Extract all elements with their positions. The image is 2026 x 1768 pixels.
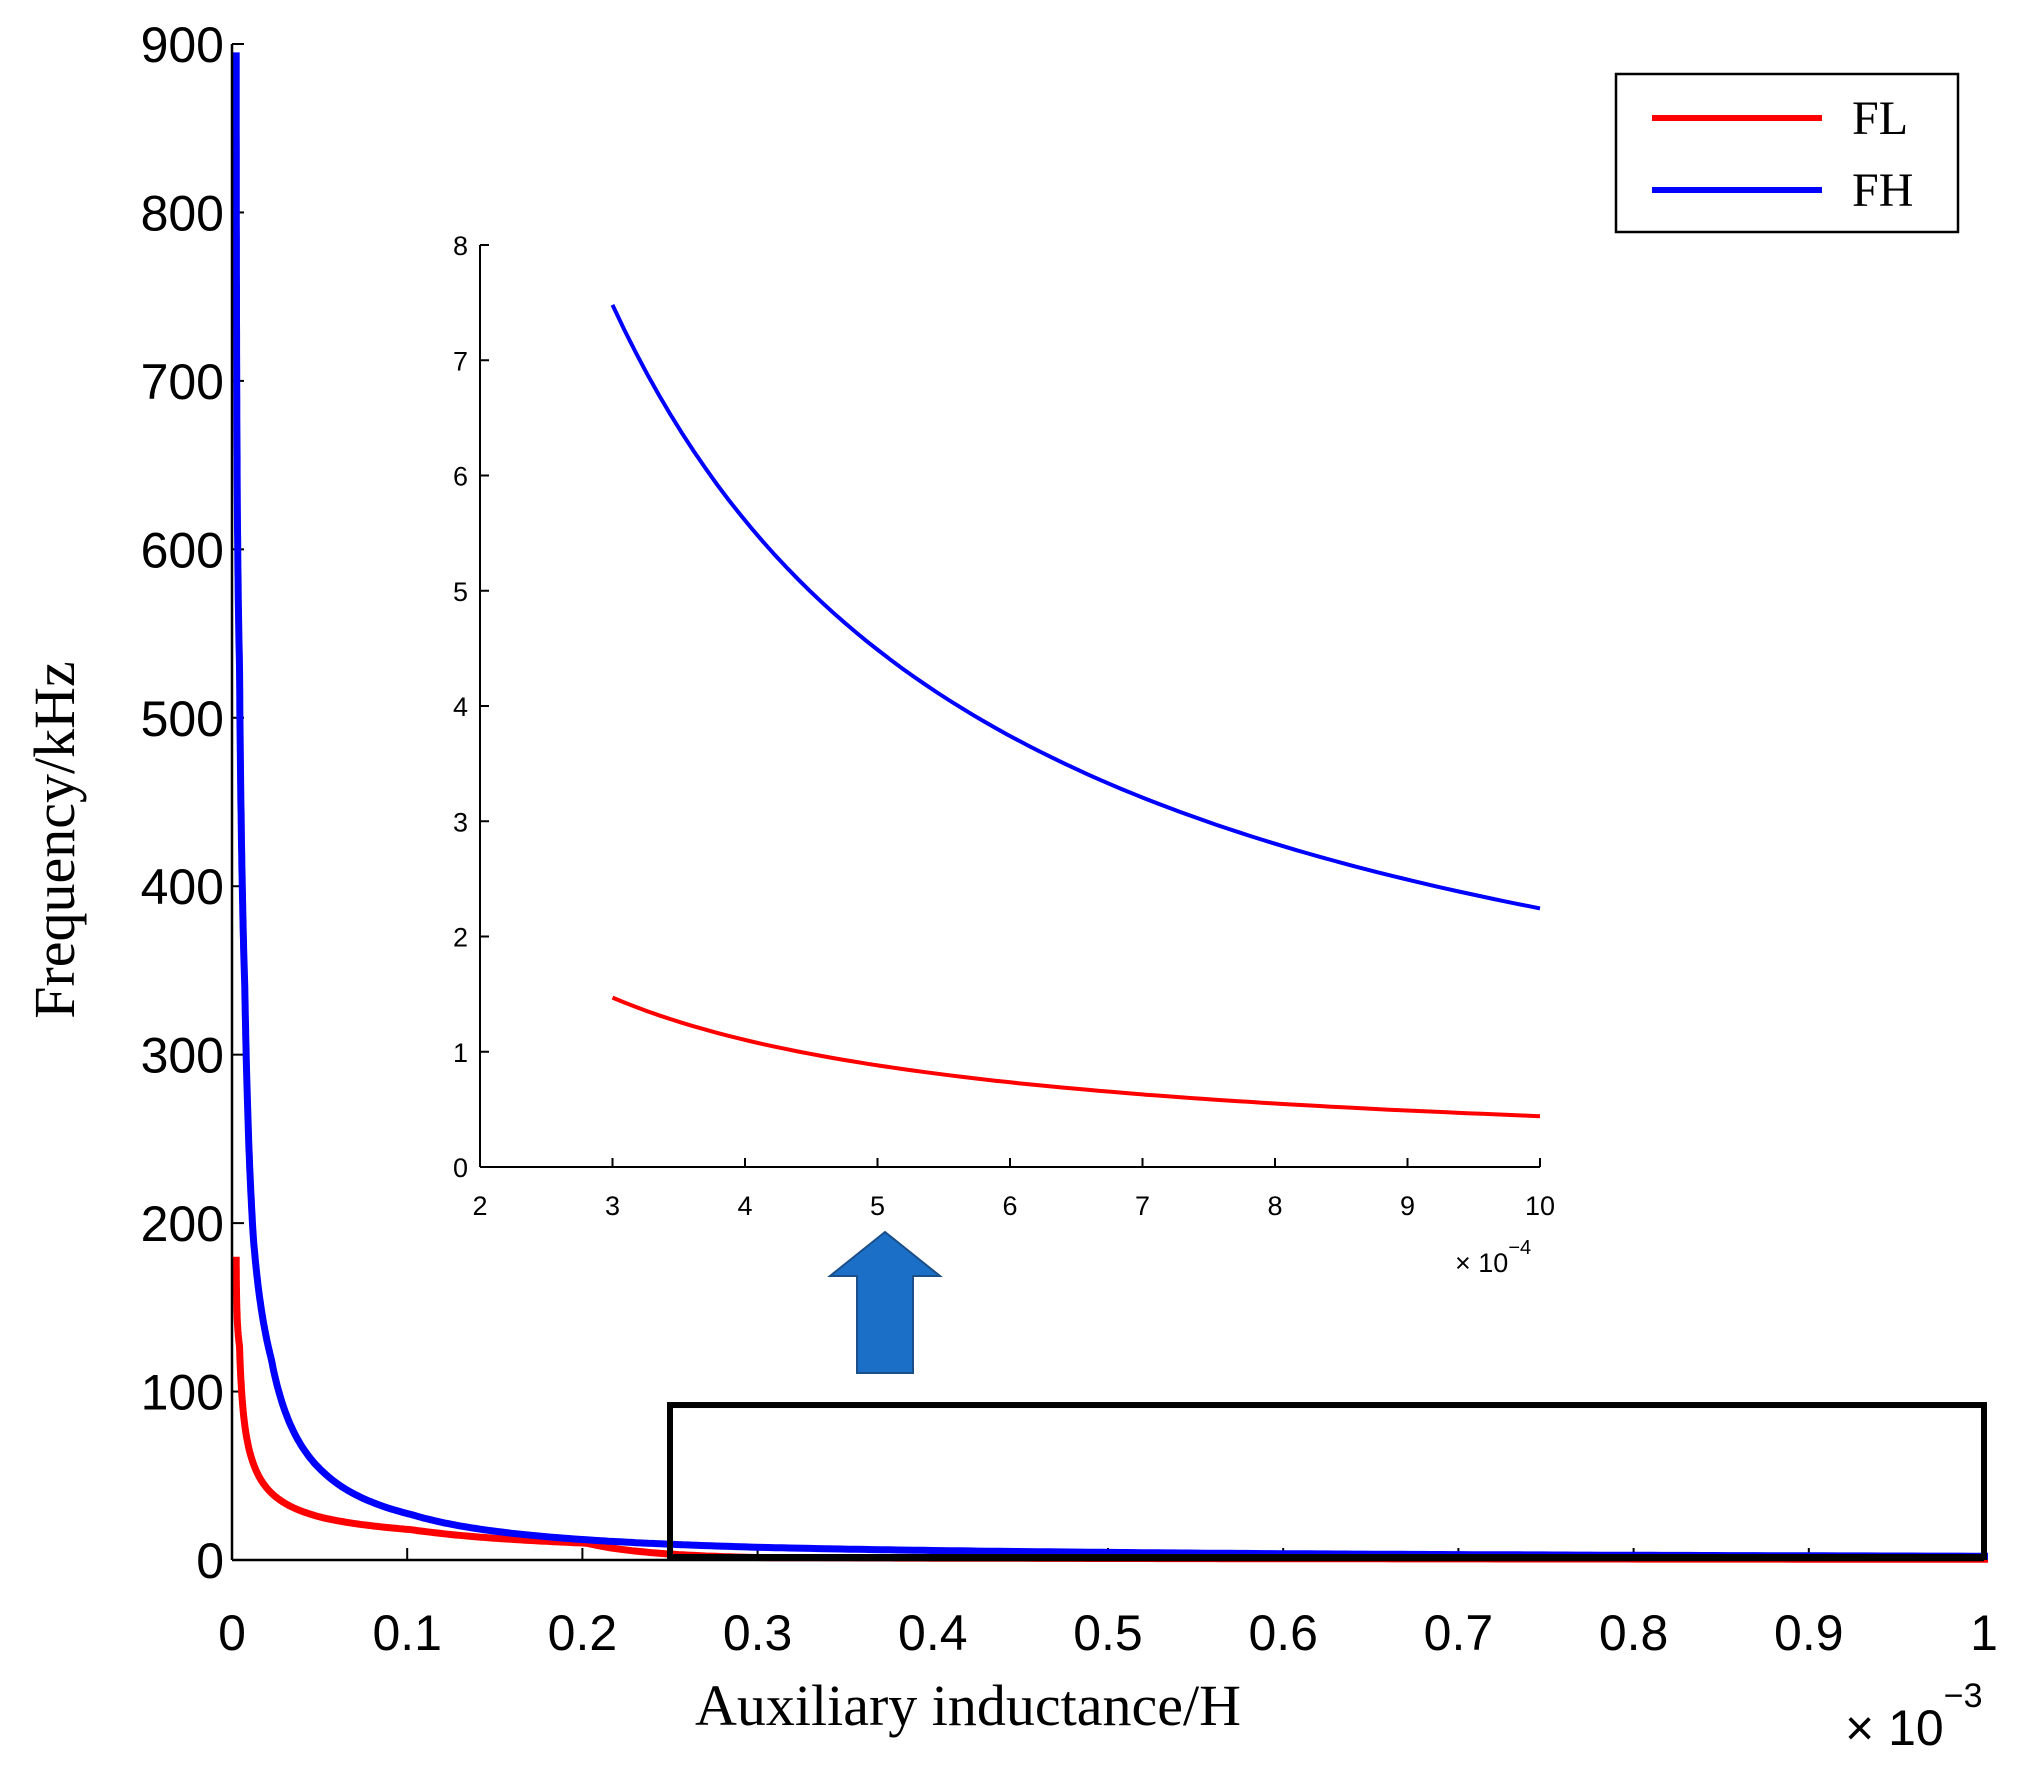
inset-series-fh-line	[610, 304, 1541, 911]
y-tick-label: 600	[141, 522, 224, 578]
legend: FL FH	[1614, 72, 1960, 234]
inset-x-exponent: −4	[1508, 1237, 1531, 1259]
x-tick-label: 0.7	[1424, 1605, 1494, 1661]
x-tick-label: 0.1	[372, 1605, 442, 1661]
y-tick-label: 400	[141, 859, 224, 915]
x-tick-label: 0.9	[1774, 1605, 1844, 1661]
inset-series-fl-line	[611, 995, 1541, 1119]
inset-y-tick-label: 7	[453, 346, 468, 376]
inset-y-tick-label: 1	[453, 1038, 468, 1068]
inset-x-tick-label: 2	[472, 1191, 487, 1221]
inset-y-tick-label: 5	[453, 577, 468, 607]
inset-x-tick-label: 5	[870, 1191, 885, 1221]
inset-y-tick-label: 6	[453, 462, 468, 492]
x-tick-label: 1	[1970, 1605, 1998, 1661]
y-tick-label: 700	[141, 354, 224, 410]
inset-x-tick-label: 9	[1400, 1191, 1415, 1221]
zoom-box	[667, 1402, 1987, 1561]
inset-y-tick-label: 2	[453, 923, 468, 953]
series-fh-line	[232, 52, 1988, 1560]
y-tick-label: 200	[141, 1196, 224, 1252]
y-tick-label: 100	[141, 1365, 224, 1421]
inset-y-tick-label: 0	[453, 1153, 468, 1183]
legend-fl-label: FL	[1852, 92, 1908, 145]
y-tick-label: 500	[141, 691, 224, 747]
y-tick-label: 900	[141, 17, 224, 73]
inset-x-multiplier: × 10−4	[1455, 1237, 1531, 1278]
inset-x-tick-label: 10	[1525, 1191, 1555, 1221]
x-axis-exponent: −3	[1944, 1677, 1983, 1715]
y-axis-label: Frequency/kHz	[22, 661, 87, 1019]
y-tick-label: 300	[141, 1028, 224, 1084]
x-tick-label: 0.2	[548, 1605, 618, 1661]
zoom-arrow	[827, 1230, 943, 1374]
main-plot: 0 0.1 0.2 0.3 0.4 0.5 0.6 0.7 0.8 0.9 1 0100200300…	[141, 17, 1998, 1661]
inset-plot: 2 3 4 5 6 7 8 9 10 0 1 2 3 4 5 6 7 8 × 10−4	[453, 231, 1555, 1278]
inset-x-tick-label: 7	[1135, 1191, 1150, 1221]
x-tick-label: 0.5	[1073, 1605, 1143, 1661]
x-tick-label: 0.4	[898, 1605, 968, 1661]
inset-x-tick-label: 6	[1002, 1191, 1017, 1221]
x-tick-label: 0	[218, 1605, 246, 1661]
legend-fh-label: FH	[1852, 164, 1913, 217]
inset-x-tick-label: 4	[737, 1191, 752, 1221]
y-tick-label: 800	[141, 185, 224, 241]
legend-box	[1614, 72, 1960, 234]
x-tick-label: 0.8	[1599, 1605, 1669, 1661]
x-tick-label: 0.3	[723, 1605, 793, 1661]
inset-x-tick-label: 3	[605, 1191, 620, 1221]
y-tick-label: 0	[196, 1533, 224, 1589]
x-tick-label: 0.6	[1248, 1605, 1318, 1661]
inset-y-tick-label: 3	[453, 807, 468, 837]
x-axis-multiplier: × 10−3	[1845, 1677, 1982, 1756]
inset-y-tick-label: 8	[453, 231, 468, 261]
x-axis-label: Auxiliary inductance/H	[695, 1673, 1241, 1738]
inset-x-tick-label: 8	[1267, 1191, 1282, 1221]
inset-y-tick-label: 4	[453, 692, 468, 722]
